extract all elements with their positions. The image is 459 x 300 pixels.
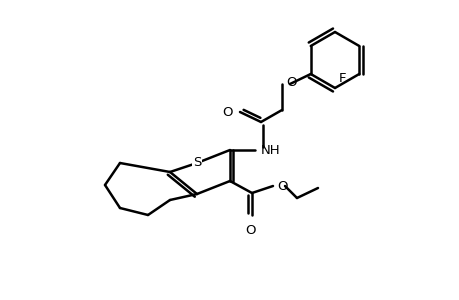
- Text: F: F: [338, 71, 346, 85]
- Text: O: O: [285, 76, 296, 88]
- Text: O: O: [222, 106, 233, 118]
- Text: NH: NH: [260, 143, 280, 157]
- Text: O: O: [245, 224, 256, 237]
- Text: O: O: [276, 179, 287, 193]
- Text: S: S: [192, 155, 201, 169]
